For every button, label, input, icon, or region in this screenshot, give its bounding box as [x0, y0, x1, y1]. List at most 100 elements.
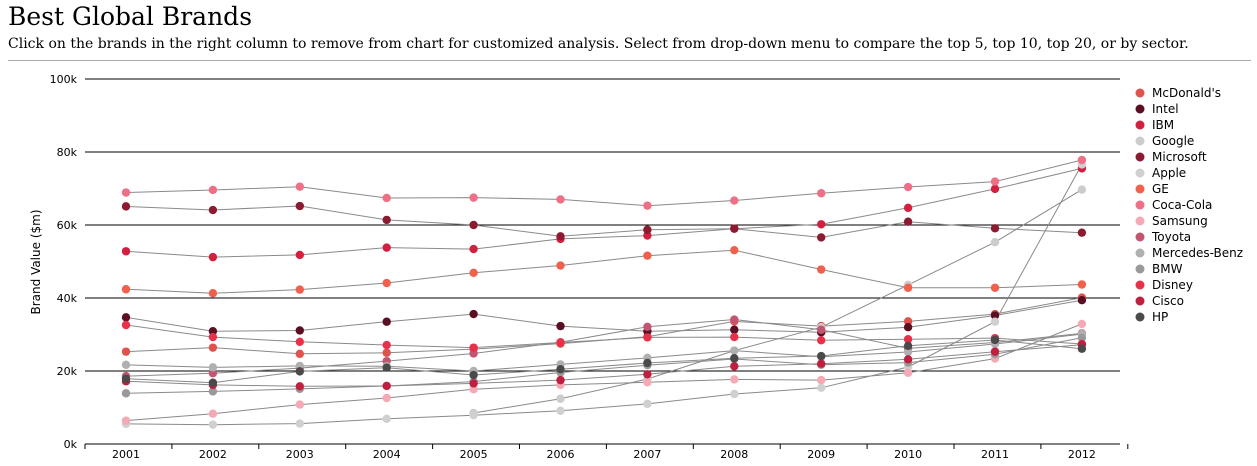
data-point — [382, 414, 391, 424]
series-line — [125, 159, 1083, 207]
legend-item[interactable]: Microsoft — [1135, 150, 1207, 164]
data-point — [643, 370, 652, 379]
legend-marker — [1135, 216, 1145, 226]
series-line — [125, 318, 1082, 377]
data-point — [382, 340, 391, 350]
data-point — [121, 416, 131, 425]
data-point — [903, 347, 913, 357]
legend-marker — [1135, 136, 1145, 146]
legend-item[interactable]: Disney — [1135, 278, 1193, 292]
data-point — [469, 349, 478, 358]
legend-item[interactable]: Coca-Cola — [1135, 198, 1213, 212]
data-point — [469, 410, 478, 420]
data-point — [295, 367, 304, 376]
data-point — [295, 250, 304, 260]
data-point — [903, 182, 913, 192]
data-point — [730, 362, 739, 371]
data-point — [556, 232, 565, 241]
y-axis-label: Brand Value ($m) — [29, 209, 43, 314]
data-point — [121, 360, 131, 369]
data-point — [295, 285, 304, 294]
legend-item[interactable]: Toyota — [1135, 230, 1192, 244]
data-point — [469, 220, 478, 230]
data-point — [903, 317, 913, 326]
series-line — [125, 333, 1082, 372]
data-point — [990, 237, 1000, 247]
legend-label: Mercedes-Benz — [1152, 246, 1243, 260]
legend-marker — [1135, 280, 1145, 290]
series-line — [125, 299, 1082, 333]
legend-label: Google — [1152, 134, 1194, 148]
data-point — [817, 189, 826, 198]
series-line — [125, 297, 1082, 355]
legend-label: GE — [1152, 182, 1169, 196]
legend-label: Disney — [1152, 278, 1193, 292]
legend-item[interactable]: Cisco — [1135, 294, 1184, 308]
legend-item[interactable]: GE — [1135, 182, 1169, 196]
data-point — [208, 327, 218, 336]
legend-label: BMW — [1152, 262, 1183, 276]
legend-label: Toyota — [1151, 230, 1191, 244]
data-point — [817, 233, 826, 242]
x-tick-label: 2003 — [286, 448, 314, 461]
legend-item[interactable]: Apple — [1135, 166, 1187, 180]
legend-item[interactable]: McDonald's — [1135, 86, 1222, 100]
data-point — [817, 265, 826, 274]
data-point — [382, 381, 391, 391]
data-point — [730, 224, 739, 233]
data-point — [990, 311, 1000, 320]
data-point — [990, 335, 1000, 345]
data-point — [295, 337, 304, 346]
data-point — [121, 285, 131, 294]
data-point — [903, 335, 913, 344]
legend-marker — [1135, 152, 1145, 162]
legend-marker — [1135, 88, 1145, 98]
data-point — [295, 326, 304, 335]
x-tick-label: 2002 — [199, 448, 227, 461]
data-point — [382, 348, 391, 357]
legend-marker — [1135, 312, 1145, 322]
data-point — [817, 375, 826, 385]
legend-item[interactable]: Intel — [1135, 102, 1179, 116]
data-point — [903, 203, 913, 213]
data-point — [469, 309, 478, 319]
legend-marker — [1135, 232, 1145, 242]
data-point — [469, 379, 478, 388]
legend-label: Microsoft — [1152, 150, 1207, 164]
y-tick-label: 0k — [64, 438, 78, 451]
x-tick-label: 2011 — [981, 448, 1009, 461]
legend-item[interactable]: Samsung — [1135, 214, 1208, 228]
data-point — [1077, 185, 1087, 194]
legend-item[interactable]: BMW — [1135, 262, 1183, 276]
data-point — [990, 283, 1000, 292]
data-point — [730, 346, 739, 355]
data-point — [121, 389, 131, 398]
data-point — [121, 374, 131, 383]
data-point — [556, 338, 565, 347]
data-point — [208, 378, 218, 387]
data-point — [121, 247, 131, 256]
series-line — [125, 339, 1082, 384]
legend-item[interactable]: HP — [1135, 310, 1169, 324]
data-point — [730, 245, 739, 255]
data-point — [903, 355, 913, 364]
legend-marker — [1135, 184, 1145, 194]
data-point — [382, 215, 391, 225]
data-point — [208, 409, 218, 418]
data-point — [469, 244, 478, 254]
series-lines — [125, 159, 1083, 426]
series-line — [125, 205, 1082, 238]
data-point — [469, 268, 478, 278]
data-point — [1077, 295, 1087, 305]
legend-item[interactable]: Google — [1135, 134, 1195, 148]
legend-item[interactable]: IBM — [1135, 118, 1175, 132]
x-tick-label: 2012 — [1068, 448, 1096, 461]
data-point — [208, 332, 218, 342]
data-point — [469, 343, 478, 352]
data-point — [730, 389, 739, 399]
x-tick-label: 2001 — [112, 448, 140, 461]
legend-item[interactable]: Mercedes-Benz — [1135, 246, 1244, 260]
data-point — [990, 177, 1000, 186]
data-point — [730, 325, 739, 334]
data-point — [382, 317, 391, 326]
